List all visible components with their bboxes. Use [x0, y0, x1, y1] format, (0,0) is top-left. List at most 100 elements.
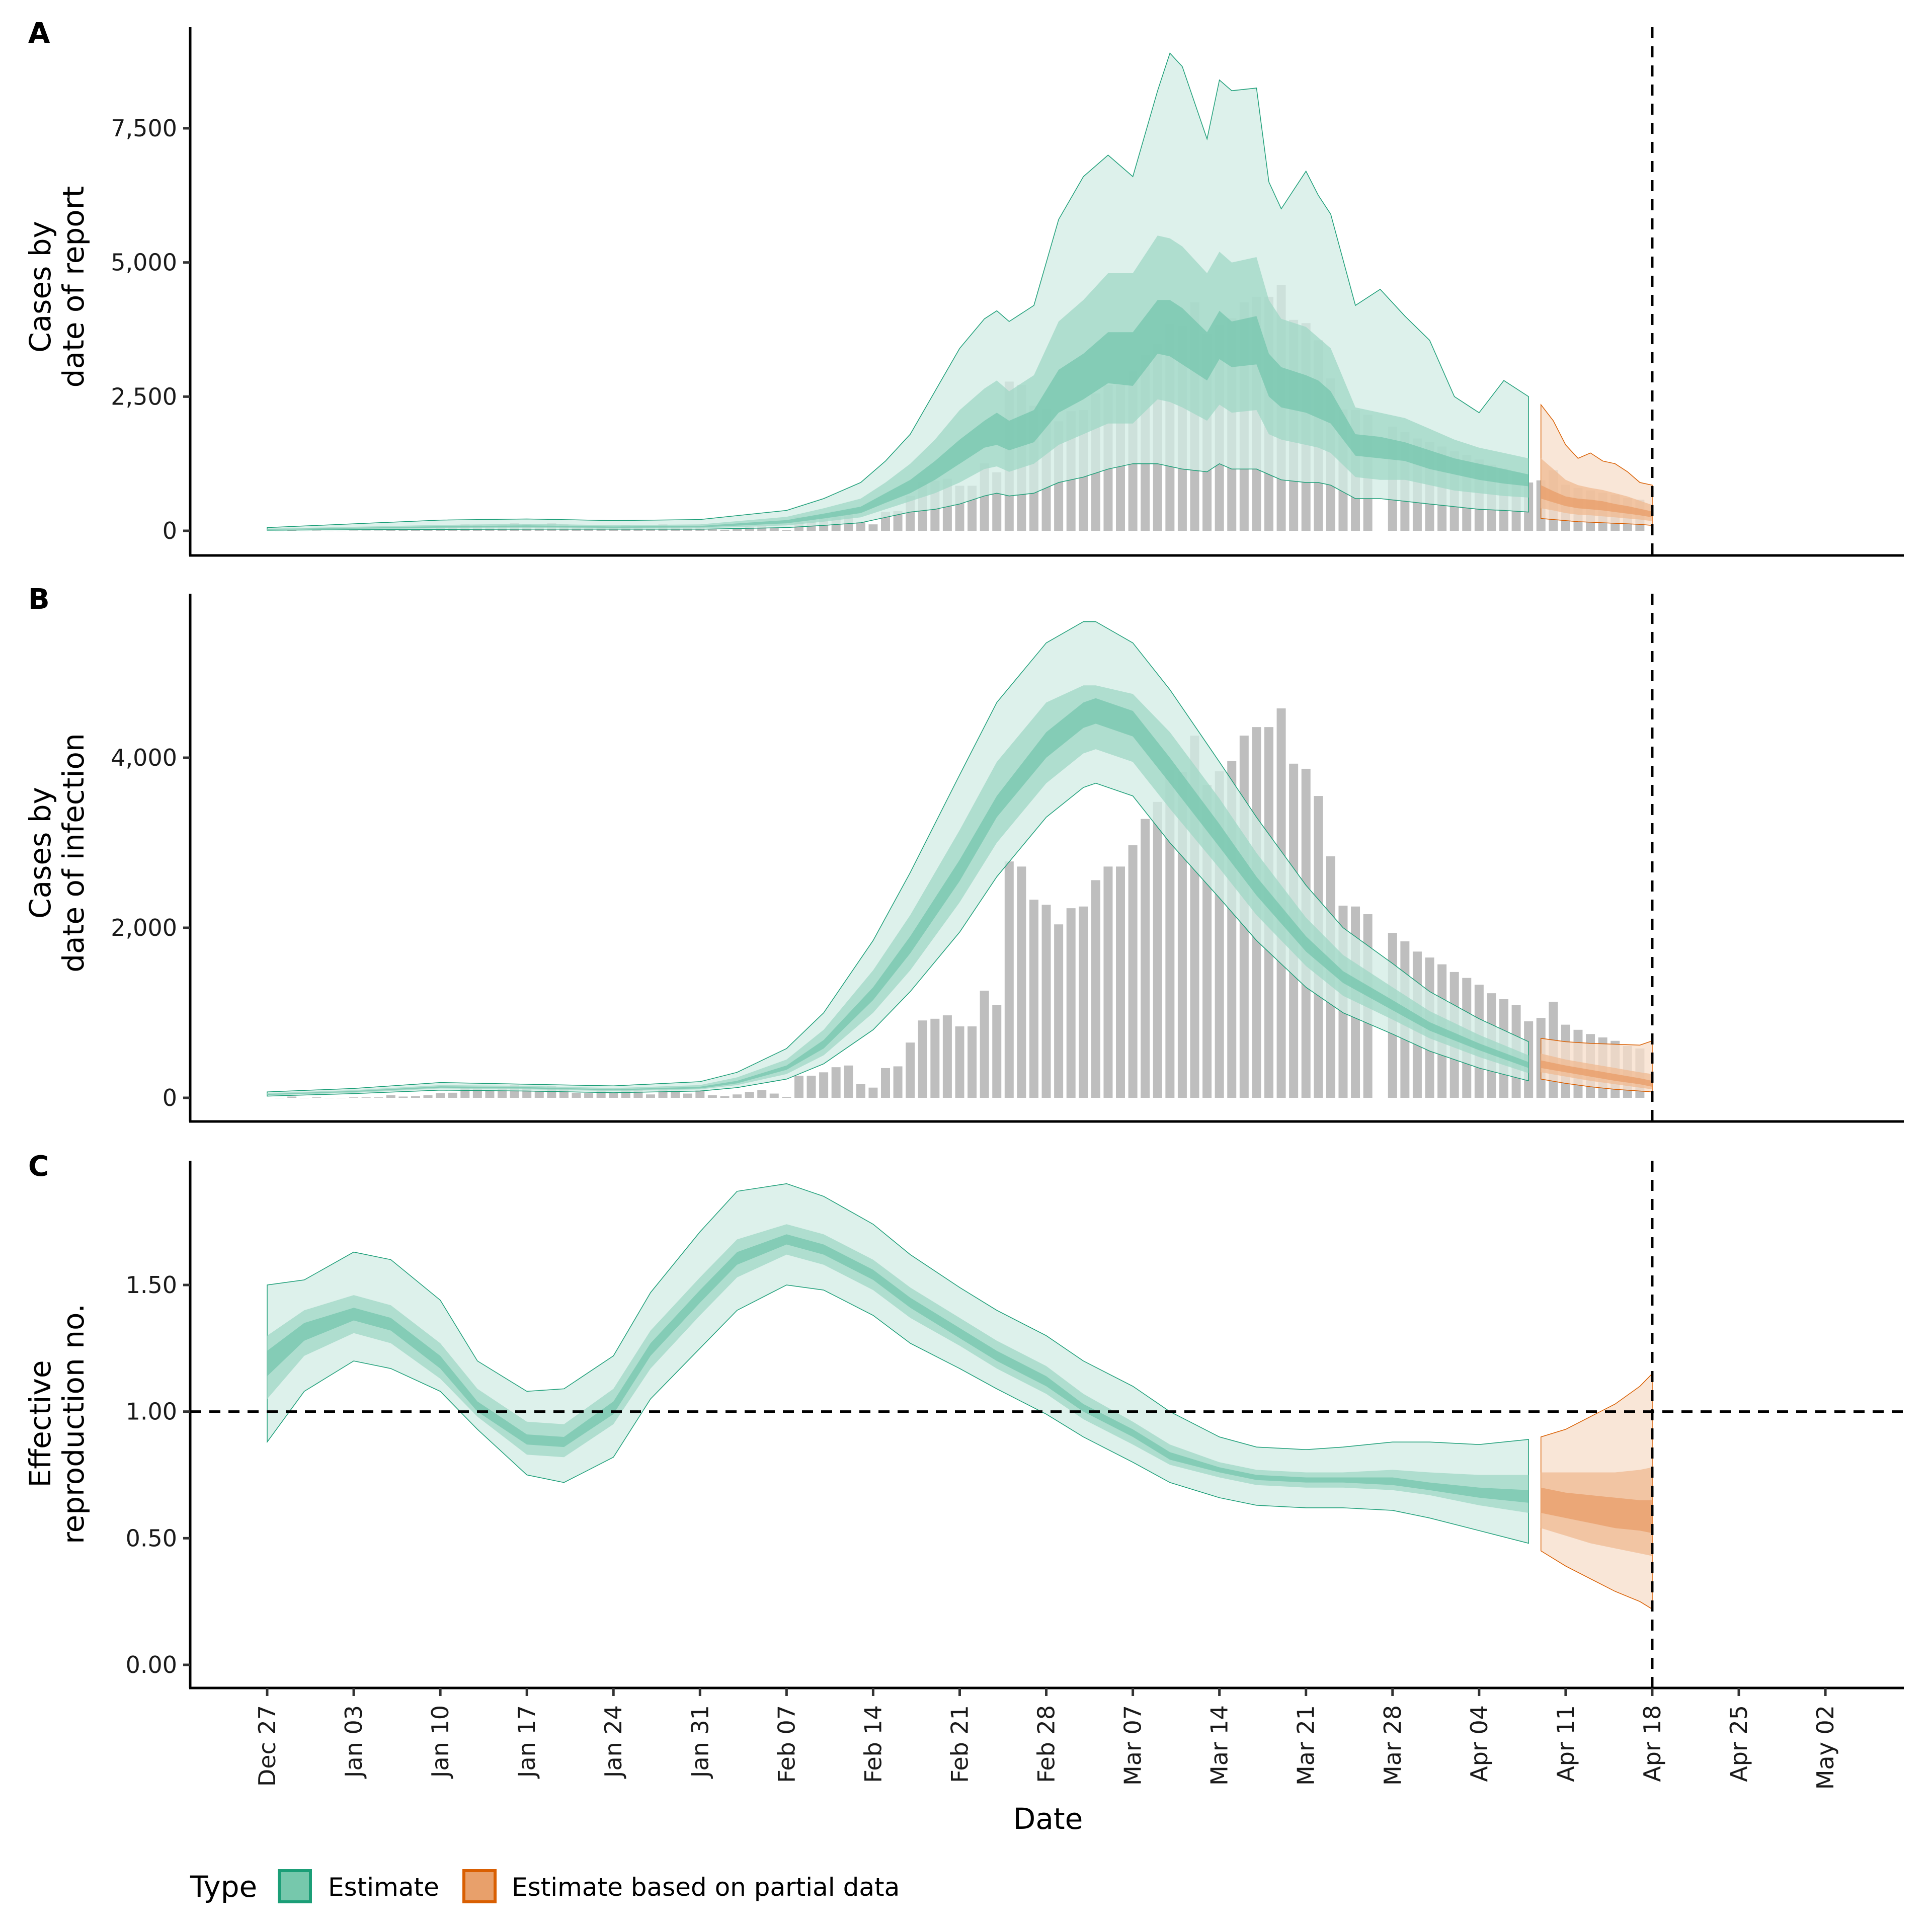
bar: [782, 530, 791, 531]
bar: [707, 529, 717, 531]
bar: [733, 528, 742, 531]
bar: [992, 1005, 1002, 1098]
bar: [1041, 905, 1051, 1098]
x-tick-label: May 02: [1812, 1705, 1839, 1790]
panel-letter: C: [28, 1150, 49, 1183]
x-tick-label: Jan 24: [600, 1705, 627, 1779]
x-axis-title: Date: [1013, 1802, 1083, 1836]
x-tick-label: Jan 03: [340, 1705, 367, 1779]
bar: [794, 1076, 803, 1098]
x-tick-label: Apr 04: [1466, 1705, 1493, 1782]
panel-b: 0 2,000 4,000 Cases bydate of infection B: [23, 583, 1904, 1123]
x-tick-label: Mar 28: [1379, 1705, 1406, 1786]
panel-letter: A: [28, 17, 50, 50]
bar: [1103, 866, 1113, 1098]
bar: [411, 529, 420, 531]
bar: [807, 1076, 816, 1098]
bar: [485, 1089, 495, 1098]
estimate-band-50: [267, 235, 1529, 530]
y-tick-label: 0: [163, 1084, 177, 1111]
bar: [1116, 866, 1125, 1098]
bar: [411, 1096, 420, 1098]
bar: [819, 1072, 829, 1098]
bar: [844, 1065, 853, 1098]
y-axis-title-line: Cases by: [23, 221, 57, 353]
bar: [1066, 908, 1076, 1098]
bar: [386, 1095, 395, 1098]
bar: [707, 1095, 717, 1098]
estimate-band-20: [267, 300, 1529, 530]
bar: [671, 1090, 680, 1098]
bar: [1165, 769, 1175, 1098]
bar: [868, 1087, 878, 1098]
y-tick-label: 1.50: [126, 1271, 177, 1299]
bar: [349, 530, 359, 531]
legend-label-partial: Estimate based on partial data: [512, 1873, 900, 1902]
bar: [423, 1095, 433, 1098]
legend: Type Estimate Estimate based on partial …: [190, 1869, 900, 1904]
bar: [398, 530, 408, 531]
y-axis-title-line: reproduction no.: [56, 1304, 91, 1544]
bar: [423, 529, 433, 531]
bar: [1128, 845, 1138, 1098]
bar: [968, 1026, 977, 1098]
bar: [584, 1093, 594, 1098]
bar: [757, 1090, 767, 1098]
bar: [720, 529, 730, 531]
panel-c: 0.00 0.50 1.00 1.50 Effectivereproduction no…: [23, 1150, 1904, 1689]
bar: [893, 1066, 903, 1098]
bar: [868, 524, 878, 531]
panel-letter: B: [28, 583, 50, 616]
bar: [720, 1096, 730, 1098]
bar: [955, 1026, 964, 1098]
bar: [769, 528, 779, 531]
y-axis-title: Effectivereproduction no.: [23, 1304, 91, 1544]
bar: [1029, 900, 1038, 1098]
bar: [782, 1097, 791, 1098]
bar: [1004, 861, 1014, 1098]
partial-estimate-band-20: [1541, 1487, 1652, 1534]
y-tick-label: 0.00: [126, 1651, 177, 1678]
partial-estimate-band-20: [1541, 1060, 1652, 1087]
bar: [1141, 819, 1150, 1098]
bar: [361, 1097, 371, 1098]
y-tick-label: 0: [163, 517, 177, 544]
x-tick-label: Mar 21: [1293, 1705, 1320, 1786]
bar: [745, 1092, 754, 1098]
bar: [386, 529, 395, 531]
bar: [769, 1093, 779, 1098]
y-tick-label: 4,000: [111, 744, 177, 771]
bar: [374, 530, 383, 531]
bar: [1153, 801, 1162, 1098]
x-tick-label: Mar 14: [1206, 1705, 1233, 1786]
bar: [856, 522, 865, 531]
y-axis-title: Cases bydate of report: [23, 186, 91, 388]
estimate-band-50: [267, 685, 1529, 1095]
y-axis-title-line: date of report: [56, 186, 91, 388]
bar: [980, 991, 989, 1098]
x-tick-label: Jan 17: [513, 1705, 540, 1779]
y-tick-label: 1.00: [126, 1398, 177, 1425]
y-axis-title-line: Cases by: [23, 787, 57, 919]
bar: [893, 511, 903, 531]
bar: [374, 1097, 383, 1098]
x-tick-label: Feb 14: [859, 1705, 887, 1783]
x-tick-label: Mar 07: [1119, 1705, 1147, 1786]
y-axis-title-line: date of infection: [56, 733, 91, 973]
bar: [1091, 880, 1100, 1098]
x-tick-label: Apr 18: [1639, 1705, 1666, 1782]
legend-swatch-estimate: [278, 1869, 312, 1903]
estimate-band-50: [267, 1224, 1529, 1513]
bar: [312, 1097, 321, 1098]
x-tick-label: Feb 07: [773, 1705, 800, 1783]
bar: [1017, 866, 1026, 1098]
estimate-band-90: [267, 621, 1529, 1097]
bar: [287, 1096, 297, 1098]
y-axis-title-line: Effective: [23, 1360, 57, 1487]
x-axis: Dec 27 Jan 03 Jan 10 Jan 17 Jan 24 Jan 31 Feb …: [254, 1688, 1839, 1790]
bar: [733, 1094, 742, 1098]
legend-title: Type: [190, 1870, 257, 1904]
x-tick-label: Dec 27: [254, 1705, 281, 1787]
partial-estimate-band-20: [1541, 485, 1652, 518]
bar: [745, 527, 754, 531]
